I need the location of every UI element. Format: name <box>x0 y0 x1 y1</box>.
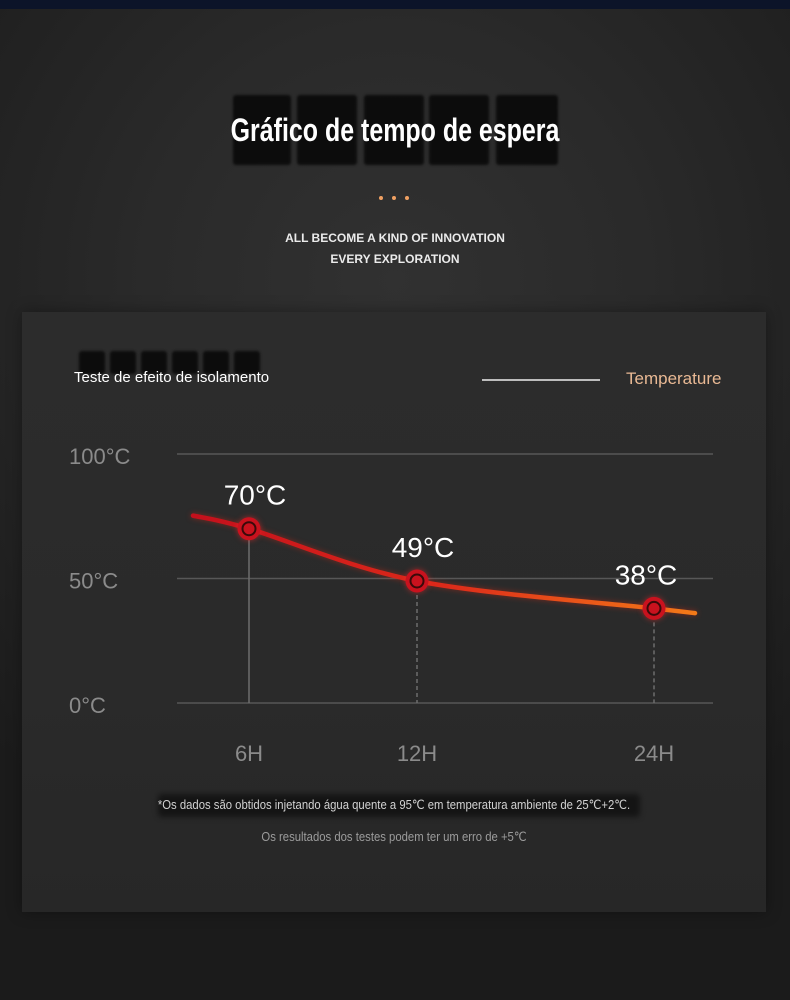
page-title: Gráfico de tempo de espera <box>230 112 560 148</box>
erased-text-patch <box>496 95 558 165</box>
dot-icon <box>405 196 409 200</box>
erased-text-patch <box>234 351 260 374</box>
tagline: ALL BECOME A KIND OF INNOVATION EVERY EX… <box>0 228 790 270</box>
data-label: 38°C <box>615 559 678 590</box>
legend-label: Temperature <box>626 369 722 388</box>
temperature-chart: 100°C 50°C 0°C 6H 12H 24H 70°C 49°C 38°C <box>69 444 713 766</box>
data-point-marker <box>405 569 429 593</box>
data-label: 49°C <box>392 532 455 563</box>
x-tick-label: 12H <box>397 741 437 766</box>
dot-icon <box>379 196 383 200</box>
erased-text-patch <box>233 95 291 165</box>
y-tick-label: 100°C <box>69 444 131 469</box>
chart-panel: Teste de efeito de isolamento Temperatur… <box>22 312 766 912</box>
top-strip <box>0 0 790 9</box>
erased-text-patch <box>203 351 229 374</box>
erased-text-patch <box>141 351 167 374</box>
erased-text-patch <box>110 351 136 374</box>
erased-text-patch <box>364 95 424 165</box>
tagline-line-2: EVERY EXPLORATION <box>330 252 460 266</box>
data-point-marker <box>237 517 261 541</box>
legend-line <box>482 379 600 381</box>
erased-text-patch <box>429 95 489 165</box>
data-point-marker <box>642 596 666 620</box>
decorative-dots <box>379 196 409 200</box>
y-tick-label: 50°C <box>69 569 118 594</box>
x-tick-label: 24H <box>634 741 674 766</box>
erased-text-patch <box>158 794 640 817</box>
data-label: 70°C <box>224 480 287 511</box>
tagline-line-1: ALL BECOME A KIND OF INNOVATION <box>285 231 505 245</box>
footnote-data-source: *Os dados são obtidos injetando água que… <box>157 797 631 812</box>
erased-text-patch <box>297 95 357 165</box>
footnote-error-margin: Os resultados dos testes podem ter um er… <box>261 829 527 844</box>
dot-icon <box>392 196 396 200</box>
y-tick-label: 0°C <box>69 693 106 718</box>
chart-title: Teste de efeito de isolamento <box>74 369 270 386</box>
erased-text-patch <box>79 351 105 374</box>
erased-text-patch <box>172 351 198 374</box>
x-tick-label: 6H <box>235 741 263 766</box>
